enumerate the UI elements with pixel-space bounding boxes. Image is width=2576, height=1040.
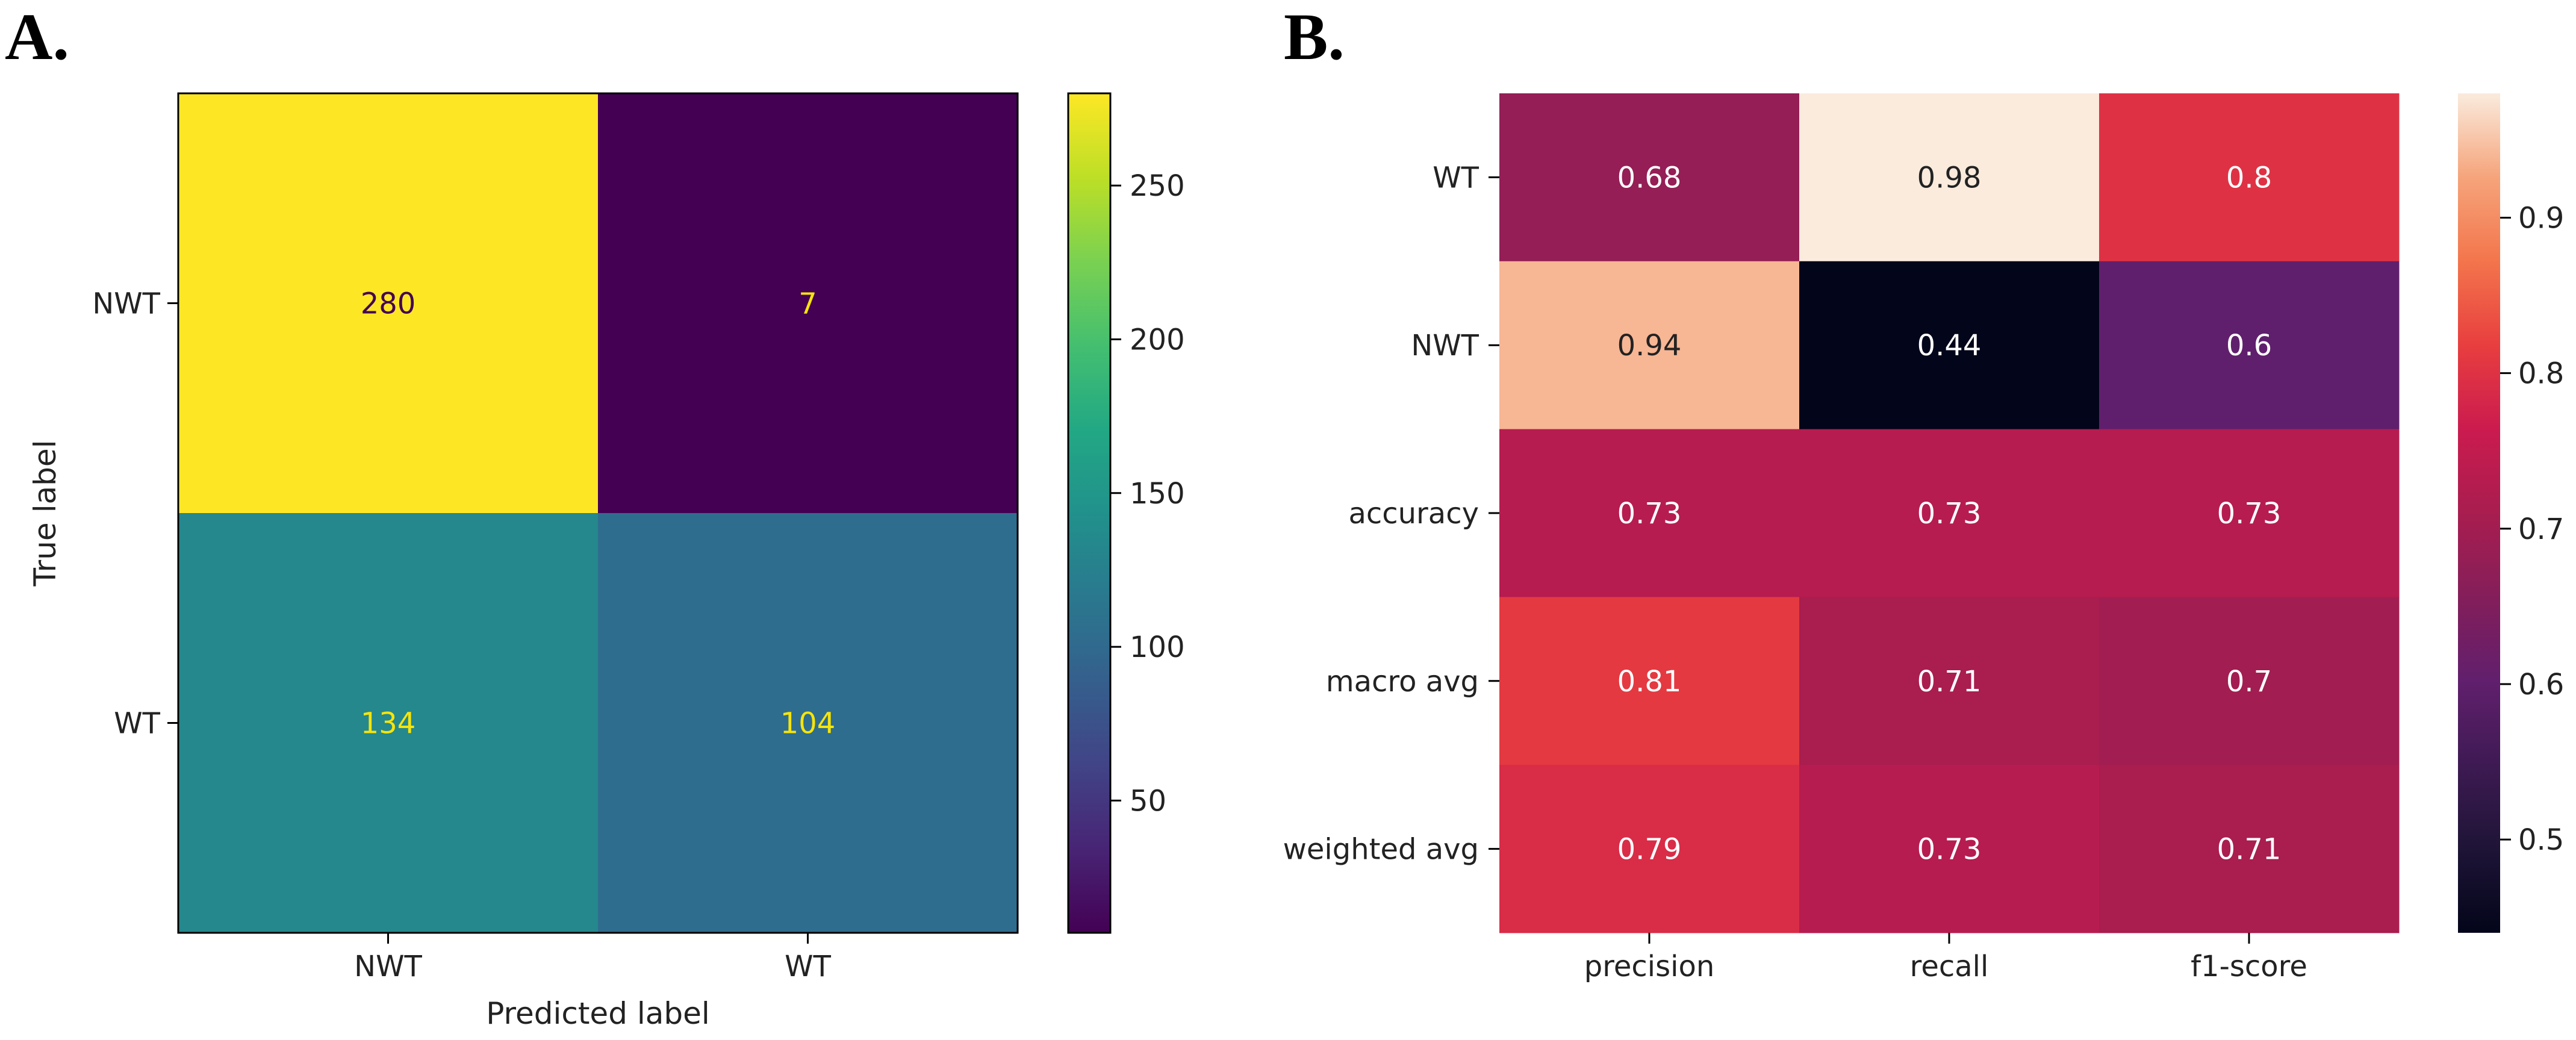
report-cell (1799, 93, 2100, 262)
report-cell (1499, 261, 1800, 430)
colorbar-gradient (2458, 93, 2500, 933)
colorbar-tick-label: 150 (1130, 477, 1185, 511)
x-tick-label: WT (785, 950, 831, 983)
classification-report-x-ticks: precision recall f1-score (1584, 933, 2307, 983)
colorbar-tick-label: 200 (1130, 323, 1185, 357)
report-cell-label: 0.68 (1617, 161, 1682, 195)
report-cell-label: 0.79 (1617, 833, 1682, 867)
report-cell (2099, 93, 2400, 262)
report-cell-label: 0.73 (1617, 497, 1682, 531)
panel-b-letter: B. (1284, 0, 1345, 73)
report-cell-label: 0.8 (2226, 161, 2272, 195)
viridis-colorbar: 50 100 150 200 250 (1067, 92, 1185, 934)
colorbar-tick-label: 0.5 (2518, 823, 2564, 857)
colorbar-tick-label: 0.6 (2518, 668, 2564, 702)
report-cell (1799, 261, 2100, 430)
classification-report-y-ticks: WT NWT accuracy macro avg weighted avg (1283, 161, 1499, 867)
x-tick-label: recall (1910, 950, 1989, 983)
rocket-colorbar: 0.5 0.6 0.7 0.8 0.9 (2458, 93, 2564, 933)
confusion-cell-label: 104 (780, 707, 836, 741)
x-tick-label: NWT (354, 950, 422, 983)
confusion-matrix-y-ticks: NWT WT (92, 287, 178, 741)
x-tick-label: f1-score (2191, 950, 2307, 983)
confusion-matrix-x-ticks: NWT WT (354, 933, 832, 983)
confusion-cell-label: 280 (361, 287, 416, 321)
report-cell (1499, 765, 1800, 933)
report-cell (1799, 765, 2100, 933)
confusion-matrix-frame (177, 92, 1019, 934)
confusion-cell-label: 7 (798, 287, 817, 321)
report-cell (1799, 429, 2100, 597)
confusion-matrix-cell-labels: 280 7 134 104 (361, 287, 836, 741)
report-cell-label: 0.94 (1617, 329, 1682, 363)
report-cell-label: 0.73 (2217, 497, 2282, 531)
report-cell-label: 0.7 (2226, 665, 2272, 699)
report-cell (1499, 429, 1800, 597)
y-tick-label: accuracy (1348, 497, 1479, 531)
confusion-matrix-panel: A. 280 7 134 104 NWT WT NWT WT Predicted labe… (5, 0, 1185, 1031)
colorbar-tick-label: 250 (1130, 169, 1185, 203)
confusion-cell (178, 93, 598, 513)
classification-report-cell-labels: 0.68 0.98 0.8 0.94 0.44 0.6 0.73 0.73 0.73 0.81 0.… (1617, 161, 2282, 866)
y-tick-label: WT (1433, 161, 1479, 195)
colorbar-tick-label: 50 (1130, 784, 1166, 818)
report-cell-label: 0.73 (1917, 497, 1982, 531)
report-cell-label: 0.71 (2217, 833, 2282, 867)
report-cell-label: 0.73 (1917, 833, 1982, 867)
y-tick-label: WT (114, 707, 160, 741)
report-cell-label: 0.6 (2226, 329, 2272, 363)
report-cell (2099, 597, 2400, 765)
classification-report-cells (1499, 93, 2400, 933)
colorbar-tick-label: 0.9 (2518, 202, 2564, 235)
colorbar-tick-label: 100 (1130, 631, 1185, 664)
confusion-cell (598, 93, 1018, 513)
panel-a-letter: A. (5, 0, 69, 73)
report-cell (2099, 429, 2400, 597)
report-cell (2099, 765, 2400, 933)
report-cell-label: 0.81 (1617, 665, 1682, 699)
report-cell (1499, 93, 1800, 262)
confusion-cell-label: 134 (361, 707, 416, 741)
confusion-cell (598, 513, 1018, 933)
confusion-matrix-cells (178, 93, 1018, 933)
report-cell-label: 0.98 (1917, 161, 1982, 195)
report-cell (1499, 597, 1800, 765)
confusion-cell (178, 513, 598, 933)
x-tick-label: precision (1584, 950, 1715, 983)
x-axis-title: Predicted label (486, 996, 710, 1031)
report-cell (1799, 597, 2100, 765)
report-cell (2099, 261, 2400, 430)
colorbar-gradient (1067, 92, 1112, 934)
y-tick-label: weighted avg (1283, 833, 1479, 867)
y-tick-label: macro avg (1326, 665, 1479, 699)
y-tick-label: NWT (92, 287, 160, 321)
colorbar-tick-label: 0.8 (2518, 357, 2564, 391)
y-axis-title: True label (28, 440, 63, 587)
classification-report-panel: B. 0.68 0.98 0.8 0.94 0.44 0.6 0.73 0.73 0.73 0.8… (1283, 0, 2565, 983)
y-tick-label: NWT (1411, 329, 1479, 363)
colorbar-tick-label: 0.7 (2518, 512, 2564, 546)
report-cell-label: 0.71 (1917, 665, 1982, 699)
report-cell-label: 0.44 (1917, 329, 1982, 363)
